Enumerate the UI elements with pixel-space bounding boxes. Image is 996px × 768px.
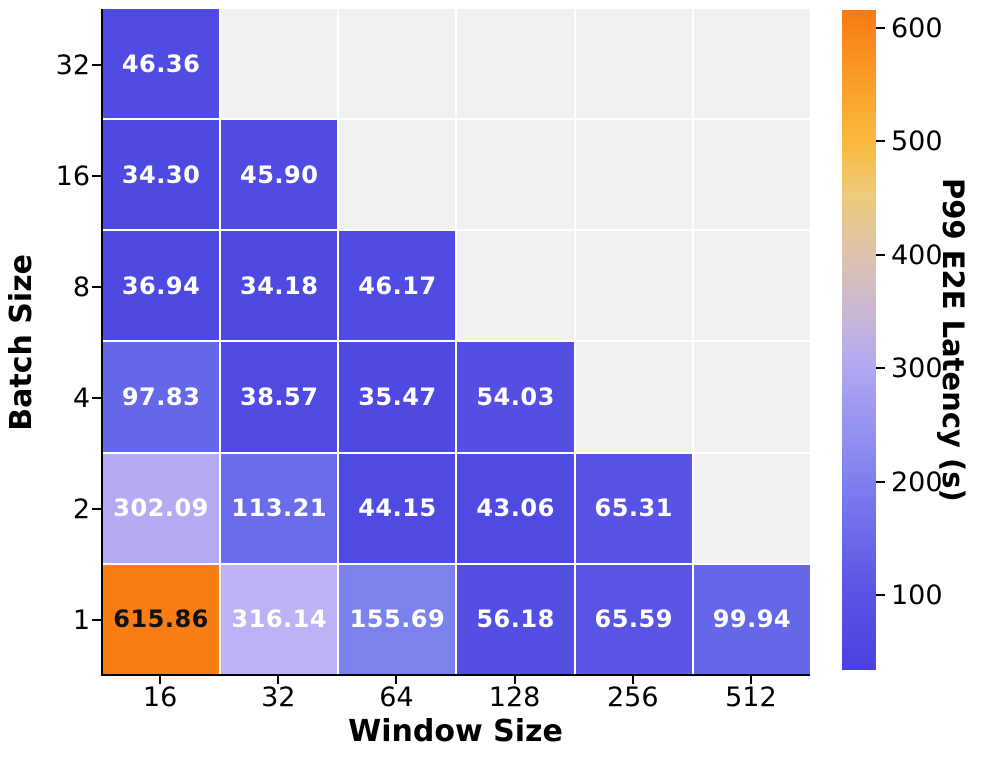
heatmap-cell [457,9,574,119]
heatmap-cell: 615.86 [103,564,220,674]
colorbar-tick-label: 300 [891,353,943,385]
heatmap-cell: 113.21 [221,453,338,563]
heatmap-cell [457,120,574,230]
heatmap-cell: 54.03 [457,342,574,452]
heatmap-cell: 36.94 [103,231,220,341]
y-tick-mark [92,508,101,511]
colorbar-tick-mark [876,253,885,256]
y-tick-mark [92,174,101,177]
heatmap-cell: 99.94 [693,564,810,674]
heatmap-cell: 65.59 [575,564,692,674]
heatmap-cell: 97.83 [103,342,220,452]
heatmap-cell: 43.06 [457,453,574,563]
colorbar-tick-label: 200 [891,466,943,498]
y-tick-label: 1 [72,605,90,637]
colorbar-title-wrap: P99 E2E Latency (s) [936,10,970,670]
x-tick-label: 32 [261,682,296,713]
y-tick-label: 2 [72,494,90,526]
x-tick-mark [631,676,634,684]
x-tick-mark [513,676,516,684]
heatmap-cell: 35.47 [339,342,456,452]
heatmap-cell: 46.17 [339,231,456,341]
heatmap-cell: 155.69 [339,564,456,674]
y-tick-label: 4 [72,383,90,415]
heatmap-cell: 38.57 [221,342,338,452]
x-tick-mark [277,676,280,684]
colorbar-tick-mark [876,26,885,29]
colorbar-tick-mark [876,480,885,483]
colorbar-tick-mark [876,367,885,370]
x-tick-mark [749,676,752,684]
y-axis-title-wrap: Batch Size [4,9,39,676]
colorbar-tick-label: 100 [891,580,943,612]
x-axis-title: Window Size [348,714,563,749]
heatmap-cell [693,9,810,119]
heatmap-cell: 44.15 [339,453,456,563]
heatmap-cell [339,120,456,230]
heatmap-cell [693,342,810,452]
y-tick-mark [92,619,101,622]
colorbar-tick-label: 500 [891,126,943,158]
heatmap-cell: 316.14 [221,564,338,674]
heatmap-cell [693,120,810,230]
heatmap-grid: 46.36 34.30 45.90 36.94 34.18 46.17 97.83 38.57… [101,9,810,676]
colorbar-tick-label: 400 [891,239,943,271]
heatmap-cell: 302.09 [103,453,220,563]
heatmap-cell [457,231,574,341]
y-tick-mark [92,63,101,66]
heatmap-cell [575,9,692,119]
heatmap-cell [575,342,692,452]
heatmap-cell: 46.36 [103,9,220,119]
x-tick-label: 64 [379,682,414,713]
x-tick-label: 512 [725,682,777,713]
heatmap-cell [693,453,810,563]
colorbar-tick-label: 600 [891,12,943,44]
heatmap-cell: 45.90 [221,120,338,230]
colorbar-tick-mark [876,594,885,597]
x-tick-label: 256 [606,682,659,713]
heatmap-cell: 34.18 [221,231,338,341]
y-tick-mark [92,285,101,288]
x-tick-label: 128 [488,682,541,713]
heatmap-cell [339,9,456,119]
heatmap-cell [693,231,810,341]
colorbar-tick-mark [876,140,885,143]
y-tick-label: 16 [55,160,90,192]
y-tick-label: 8 [72,271,90,303]
heatmap-cell: 65.31 [575,453,692,563]
colorbar-gradient [842,10,876,670]
heatmap-cell [575,120,692,230]
x-tick-mark [159,676,162,684]
y-tick-mark [92,397,101,400]
heatmap-cell [221,9,338,119]
y-tick-label: 32 [55,49,90,81]
colorbar-title: P99 E2E Latency (s) [936,178,970,502]
x-tick-mark [395,676,398,684]
heatmap-cell: 34.30 [103,120,220,230]
heatmap-cell: 56.18 [457,564,574,674]
heatmap-cell [575,231,692,341]
x-tick-label: 16 [142,682,178,713]
